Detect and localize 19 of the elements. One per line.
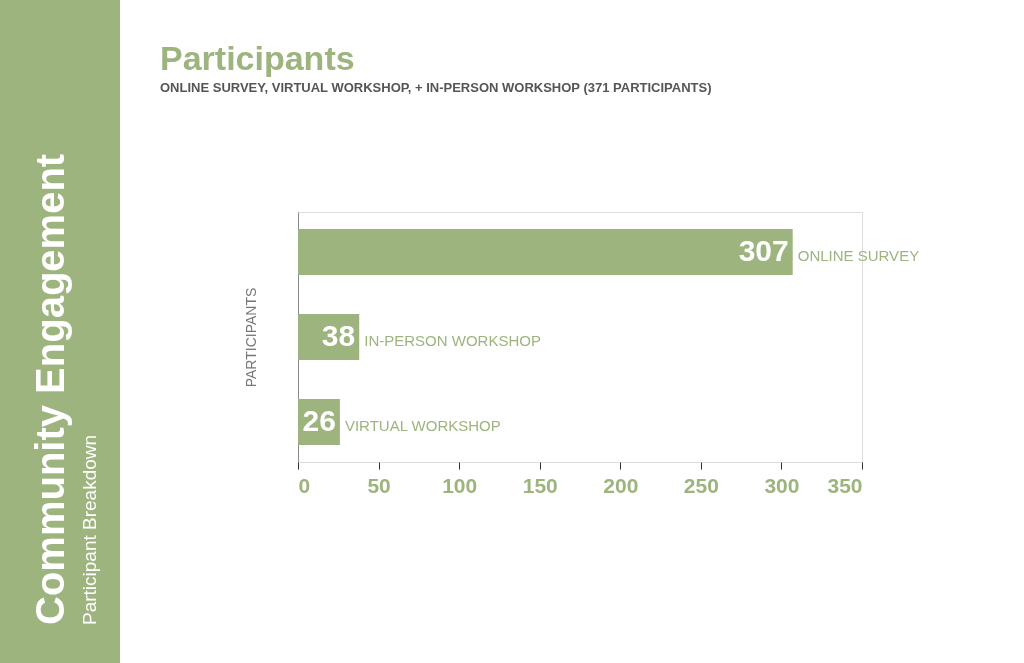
x-tick-label: 150 (522, 473, 558, 497)
chart-subtitle: ONLINE SURVEY, VIRTUAL WORKSHOP, + IN-PERSON WORKSHOP (371 PARTICIPANTS) (160, 80, 712, 95)
data-label: 38 (321, 319, 356, 352)
data-label: 26 (302, 404, 336, 438)
x-tick-label: 300 (764, 473, 800, 497)
x-tick-label: 200 (603, 473, 639, 497)
y-tick-label: ONLINE SURVEY (797, 246, 920, 264)
text: Participant Breakdown (79, 434, 100, 625)
x-tick-label: 250 (683, 473, 719, 497)
x-tick-label: 50 (367, 473, 391, 497)
y-axis-title: PARTICIPANTS (242, 287, 259, 388)
chart-title: Participants (160, 39, 355, 77)
x-tick-label: 0 (298, 473, 311, 497)
x-tick-label: 100 (442, 473, 478, 497)
text: Community Engagement (28, 153, 72, 625)
y-tick-label: IN-PERSON WORKSHOP (364, 332, 541, 349)
y-tick-label: VIRTUAL WORKSHOP (344, 417, 501, 435)
x-tick-label: 350 (827, 473, 863, 497)
data-label: 307 (738, 233, 789, 267)
